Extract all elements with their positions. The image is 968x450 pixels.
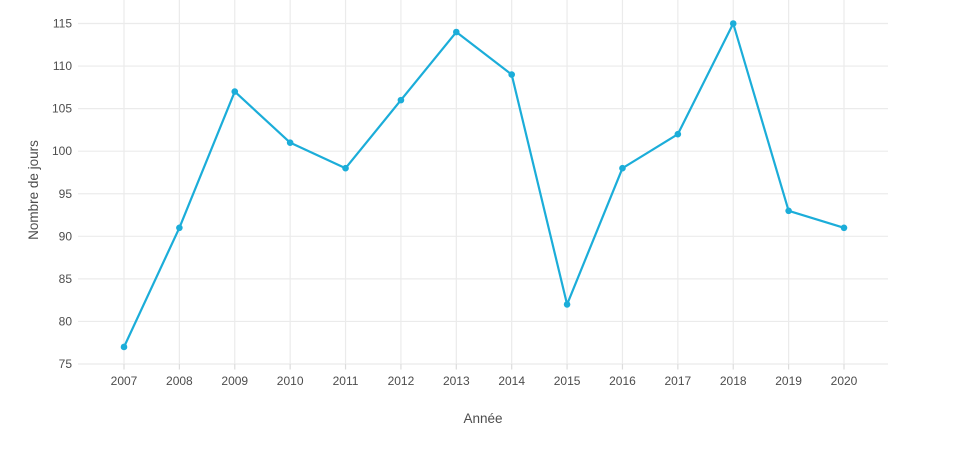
axis-tick-labels: 75 80 85 90 95 100 105 110 115 2007 2008 2009 2010 20…: [52, 17, 858, 389]
x-tick-label: 2019: [775, 374, 802, 388]
data-point[interactable]: [729, 20, 737, 27]
data-point[interactable]: [397, 96, 405, 104]
data-point[interactable]: [674, 130, 682, 138]
data-point[interactable]: [785, 207, 792, 215]
data-point[interactable]: [286, 139, 294, 146]
x-tick-label: 2008: [166, 374, 193, 388]
x-tick-label: 2014: [498, 374, 525, 388]
y-axis-title: Nombre de jours: [26, 140, 41, 240]
x-axis-title: Année: [463, 411, 502, 426]
y-tick-label: 75: [59, 357, 73, 371]
y-tick-label: 85: [59, 272, 73, 286]
y-tick-label: 115: [53, 17, 72, 31]
data-point[interactable]: [120, 343, 128, 351]
data-point[interactable]: [619, 164, 626, 172]
data-point[interactable]: [563, 301, 571, 308]
x-tick-label: 2016: [609, 374, 636, 388]
data-point[interactable]: [231, 88, 239, 95]
x-tick-label: 2011: [333, 374, 359, 388]
y-tick-label: 95: [59, 187, 73, 201]
axis-ticks: [123, 364, 845, 370]
x-tick-label: 2017: [664, 374, 691, 388]
x-tick-label: 2007: [111, 374, 138, 388]
data-series: [120, 20, 848, 351]
x-tick-label: 2009: [221, 374, 248, 388]
data-point[interactable]: [453, 28, 460, 36]
x-tick-label: 2018: [720, 374, 747, 388]
x-tick-label: 2020: [831, 374, 858, 388]
y-tick-label: 90: [59, 229, 73, 243]
data-point[interactable]: [840, 224, 848, 232]
y-tick-label: 80: [59, 314, 73, 328]
data-point[interactable]: [508, 71, 515, 78]
series-line: [122, 22, 846, 349]
y-tick-label: 100: [52, 144, 72, 158]
data-point[interactable]: [342, 164, 349, 172]
x-tick-label: 2015: [554, 374, 581, 388]
x-tick-label: 2010: [277, 374, 304, 388]
x-tick-label: 2013: [443, 374, 470, 388]
gridlines: [78, 0, 888, 365]
y-tick-label: 110: [53, 59, 72, 73]
data-point[interactable]: [176, 224, 183, 232]
x-tick-label: 2012: [388, 374, 415, 388]
y-tick-label: 105: [52, 102, 72, 116]
